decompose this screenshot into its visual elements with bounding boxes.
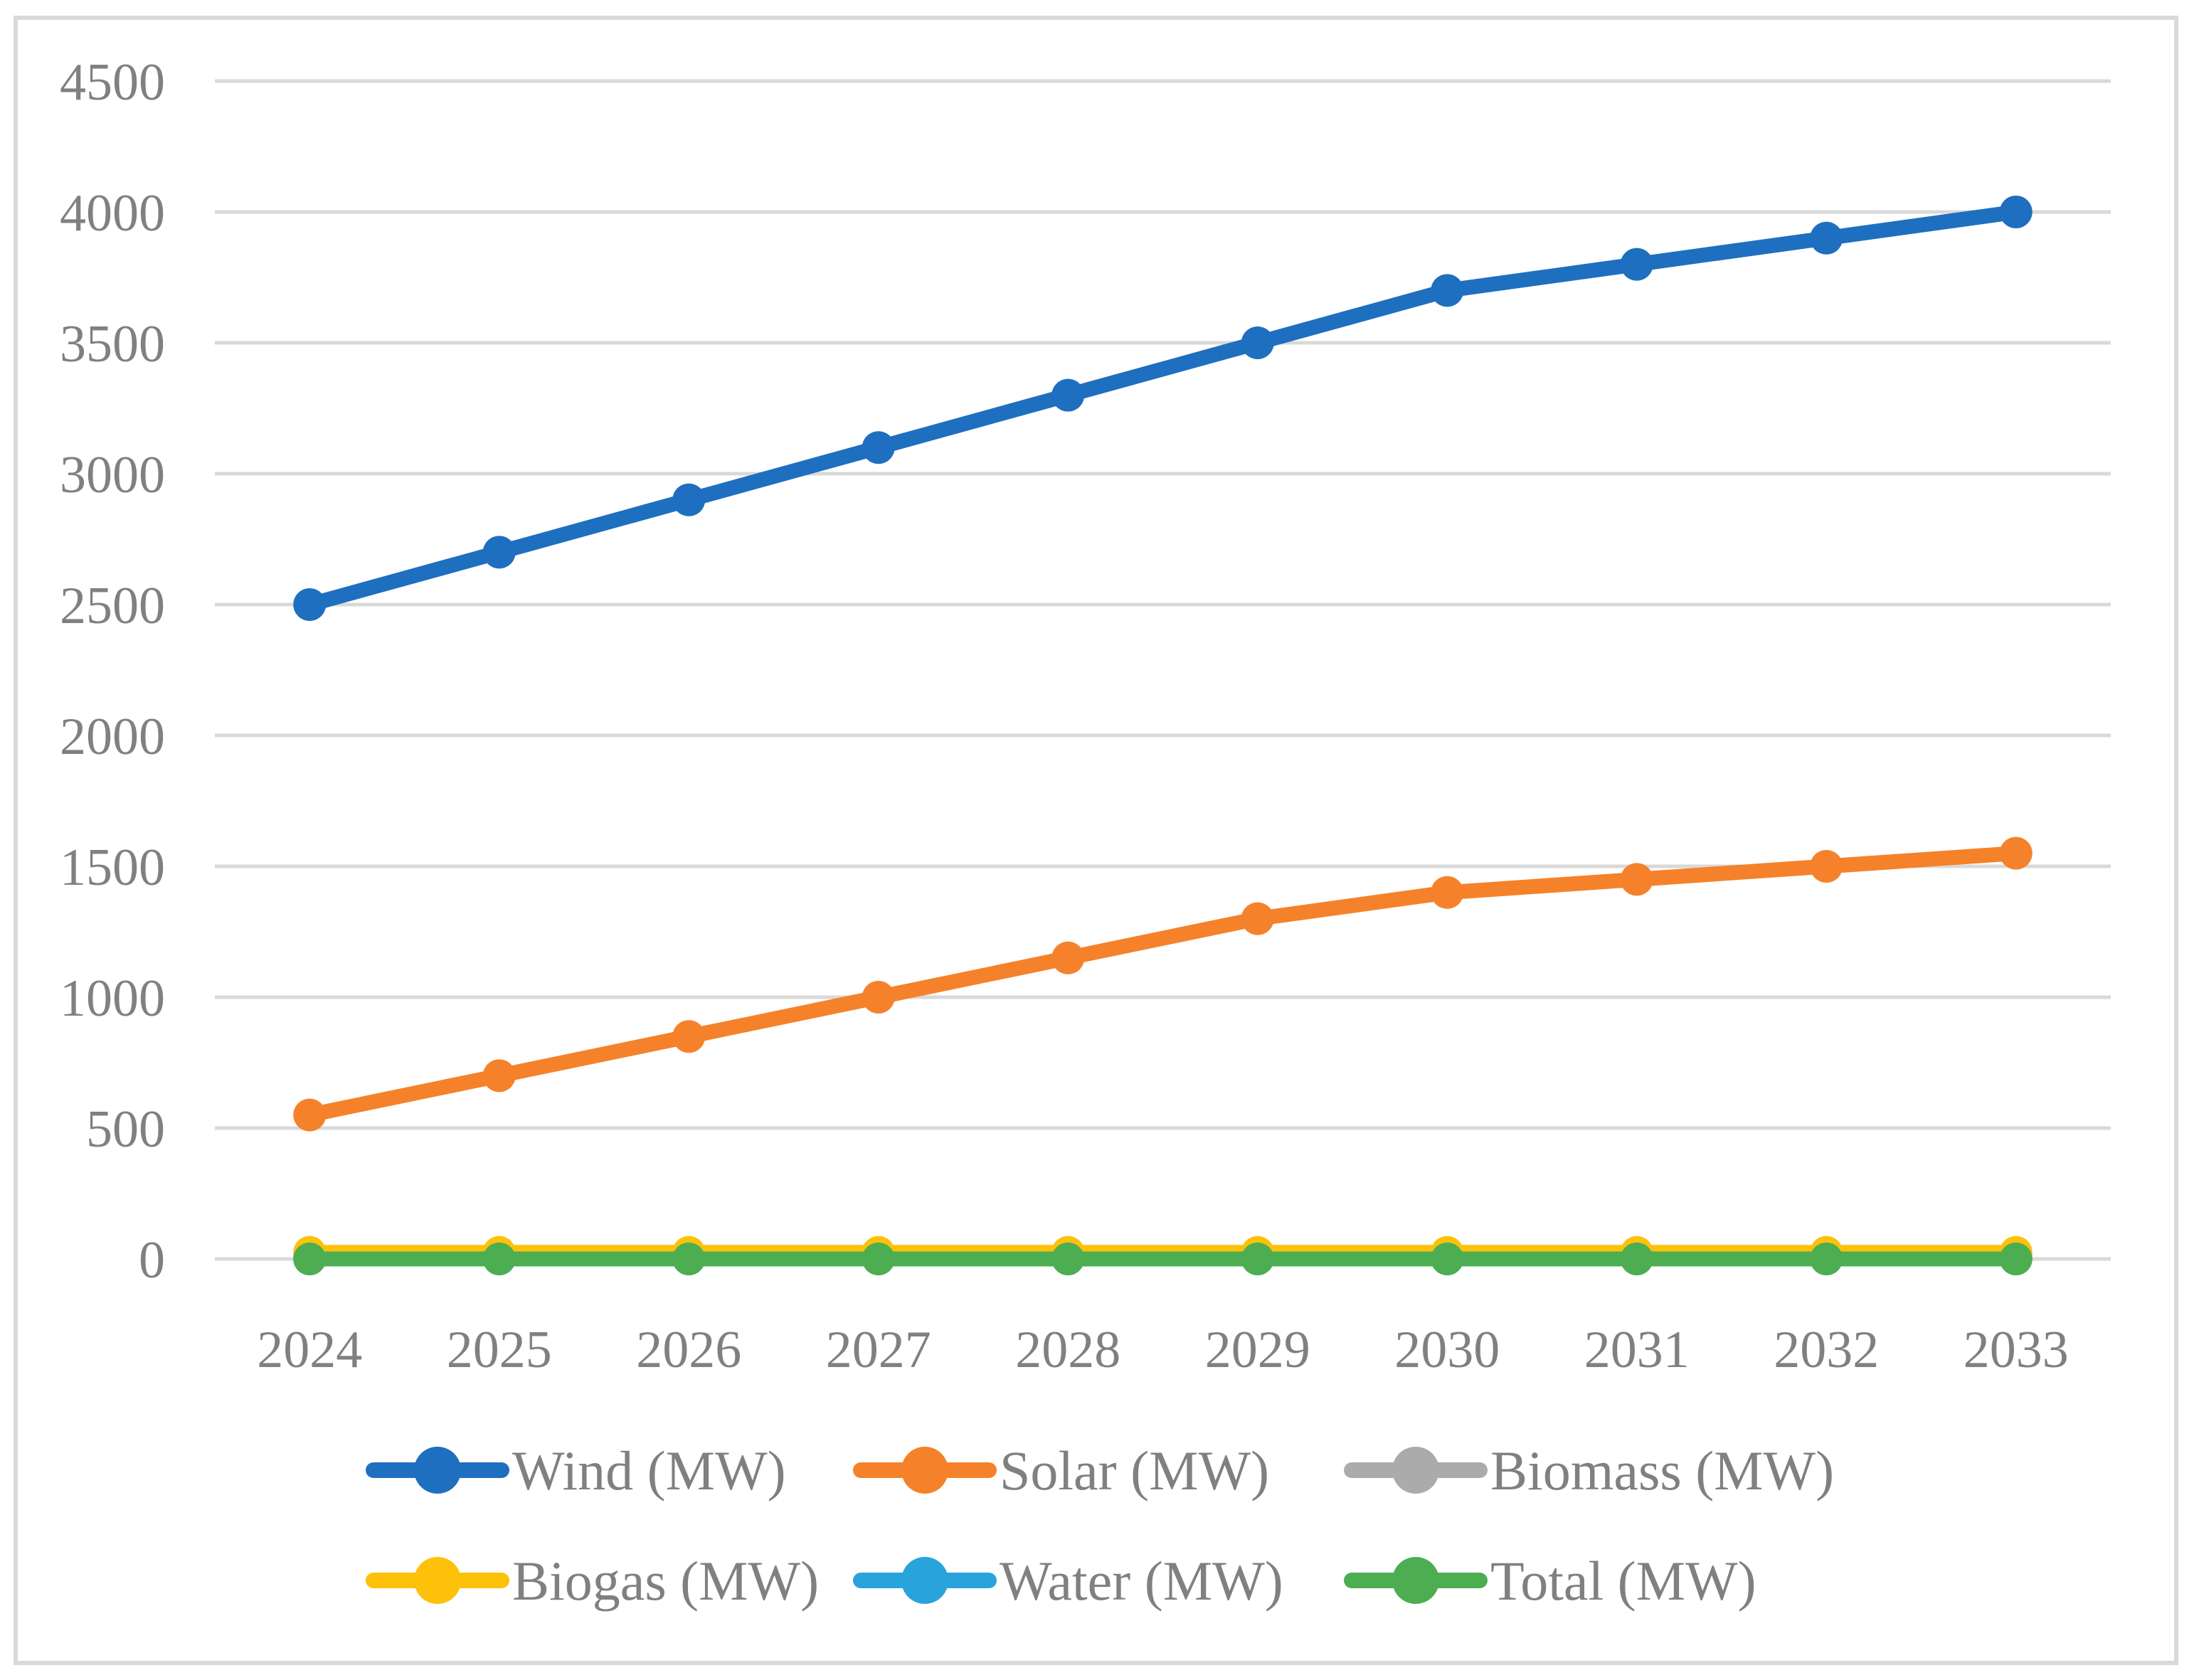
legend-item-total-mw: Total (MW) <box>1344 1550 1756 1612</box>
y-axis-tick-labels: 4500 4000 3500 3000 2500 2000 1500 1000 500 0 <box>60 53 165 1290</box>
data-point-total-mw <box>293 1243 327 1275</box>
data-point-total-mw <box>672 1243 706 1275</box>
data-point-wind-mw <box>1810 221 1843 255</box>
x-tick-label: 2024 <box>257 1321 362 1379</box>
x-tick-label: 2029 <box>1205 1321 1310 1379</box>
legend-label-biogas-mw: Biogas (MW) <box>512 1550 819 1612</box>
legend-marker-biomass-mw <box>1392 1447 1439 1494</box>
y-tick-label: 4000 <box>60 184 165 243</box>
legend-label-wind-mw: Wind (MW) <box>512 1440 786 1501</box>
data-point-solar-mw <box>1999 836 2033 870</box>
data-point-wind-mw <box>1620 248 1653 281</box>
y-tick-label: 0 <box>139 1231 165 1290</box>
data-point-solar-mw <box>293 1098 327 1132</box>
y-tick-label: 4500 <box>60 53 165 112</box>
x-tick-label: 2025 <box>447 1321 552 1379</box>
data-point-total-mw <box>1999 1243 2033 1275</box>
legend-marker-wind-mw <box>414 1447 461 1494</box>
legend-marker-water-mw <box>901 1557 948 1604</box>
data-point-total-mw <box>862 1243 895 1275</box>
y-tick-label: 3000 <box>60 446 165 504</box>
data-point-wind-mw <box>862 431 895 464</box>
data-point-wind-mw <box>293 588 327 621</box>
y-tick-label: 1000 <box>60 969 165 1028</box>
legend-label-solar-mw: Solar (MW) <box>1000 1440 1269 1501</box>
legend-item-solar-mw: Solar (MW) <box>853 1440 1269 1501</box>
data-point-total-mw <box>482 1243 516 1275</box>
x-tick-label: 2032 <box>1774 1321 1879 1379</box>
data-point-wind-mw <box>1051 378 1085 412</box>
y-tick-label: 500 <box>86 1100 165 1159</box>
data-point-total-mw <box>1241 1243 1274 1275</box>
y-tick-label: 2000 <box>60 708 165 766</box>
y-tick-label: 1500 <box>60 839 165 897</box>
legend-label-total-mw: Total (MW) <box>1490 1550 1756 1612</box>
x-tick-label: 2028 <box>1015 1321 1120 1379</box>
x-tick-label: 2026 <box>636 1321 741 1379</box>
series-group <box>293 196 2033 1275</box>
legend-item-biomass-mw: Biomass (MW) <box>1344 1440 1834 1501</box>
legend-item-biogas-mw: Biogas (MW) <box>366 1550 819 1612</box>
data-point-solar-mw <box>1620 863 1653 896</box>
data-point-wind-mw <box>1241 326 1274 359</box>
x-tick-label: 2030 <box>1394 1321 1500 1379</box>
data-point-wind-mw <box>482 536 516 569</box>
data-point-solar-mw <box>1241 902 1274 935</box>
legend-marker-total-mw <box>1392 1557 1439 1604</box>
data-point-total-mw <box>1810 1243 1843 1275</box>
data-point-solar-mw <box>1810 850 1843 883</box>
figure-border <box>14 16 2178 1665</box>
legend-marker-biogas-mw <box>414 1557 461 1604</box>
legend-label-water-mw: Water (MW) <box>1000 1550 1283 1612</box>
legend-marker-solar-mw <box>901 1447 948 1494</box>
data-point-wind-mw <box>1999 196 2033 228</box>
legend-item-water-mw: Water (MW) <box>853 1550 1283 1612</box>
data-point-solar-mw <box>482 1059 516 1092</box>
x-tick-label: 2033 <box>1964 1321 2069 1379</box>
x-axis-tick-labels: 2024 2025 2026 2027 2028 2029 2030 2031 2032 2033 <box>257 1321 2069 1379</box>
data-point-solar-mw <box>862 981 895 1014</box>
legend: Wind (MW) Solar (MW) Biomass (MW) Biogas (M… <box>366 1440 1834 1612</box>
data-point-total-mw <box>1431 1243 1464 1275</box>
data-point-wind-mw <box>672 483 706 516</box>
series-line-solar-mw <box>302 846 2024 1123</box>
y-tick-label: 2500 <box>60 577 165 635</box>
x-tick-label: 2031 <box>1584 1321 1690 1379</box>
data-point-wind-mw <box>1431 274 1464 307</box>
data-point-solar-mw <box>1051 941 1085 974</box>
y-tick-label: 3500 <box>60 315 165 373</box>
data-point-solar-mw <box>1431 876 1464 909</box>
series-line-wind-mw <box>302 204 2024 612</box>
data-point-total-mw <box>1620 1243 1653 1275</box>
data-point-solar-mw <box>672 1020 706 1053</box>
data-point-total-mw <box>1051 1243 1085 1275</box>
legend-label-biomass-mw: Biomass (MW) <box>1490 1440 1834 1501</box>
legend-item-wind-mw: Wind (MW) <box>366 1440 786 1501</box>
x-tick-label: 2027 <box>826 1321 931 1379</box>
